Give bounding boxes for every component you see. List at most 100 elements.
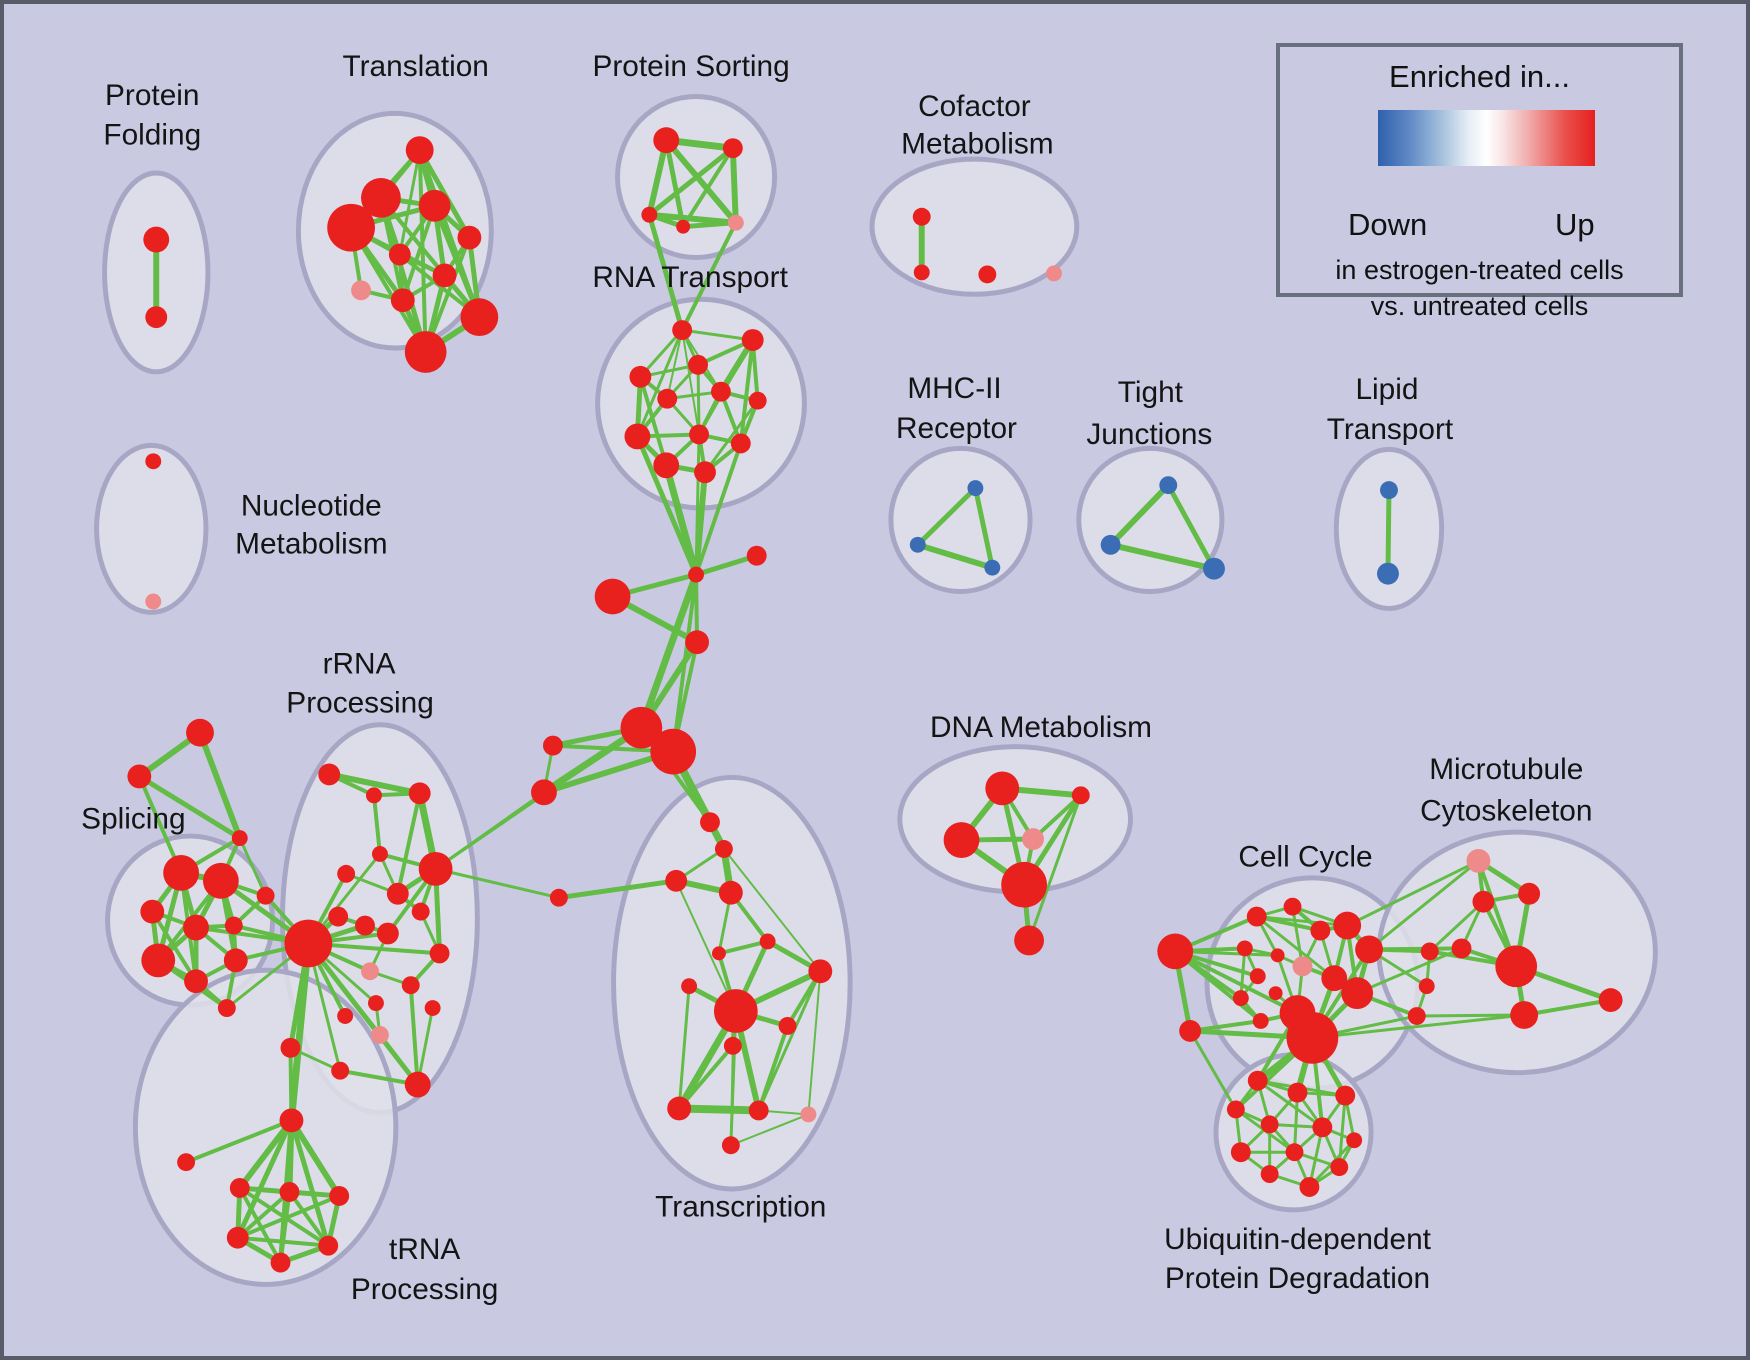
network-node-w3 bbox=[279, 1182, 300, 1202]
network-node-qm bbox=[361, 962, 379, 981]
network-node-m1 bbox=[1472, 890, 1495, 913]
network-node-u0 bbox=[1247, 1070, 1268, 1091]
network-node-qt bbox=[331, 1061, 350, 1080]
network-node-y0 bbox=[1157, 933, 1194, 970]
network-edge bbox=[1027, 793, 1083, 942]
network-node-d5 bbox=[1014, 925, 1044, 956]
cluster-label: Metabolism bbox=[235, 527, 387, 560]
cluster-label: Lipid bbox=[1355, 373, 1418, 406]
network-node-t0 bbox=[405, 136, 434, 165]
network-edge bbox=[237, 1186, 283, 1265]
network-node-u2 bbox=[1335, 1085, 1356, 1106]
network-node-qi bbox=[328, 906, 349, 927]
network-node-y12 bbox=[1232, 990, 1249, 1007]
network-node-y3 bbox=[1310, 920, 1331, 941]
network-edge bbox=[238, 836, 268, 898]
network-canvas: Protein Folding Translation Protein Sorting… bbox=[81, 50, 1658, 1306]
network-edge bbox=[278, 1189, 292, 1265]
network-edge bbox=[1255, 915, 1349, 928]
network-node-t3 bbox=[327, 203, 375, 252]
network-node-t8 bbox=[390, 288, 415, 313]
network-node-ch1 bbox=[531, 779, 557, 806]
network-edge bbox=[400, 203, 437, 303]
network-node-qs bbox=[280, 1037, 301, 1058]
network-edge bbox=[693, 553, 760, 578]
network-edge bbox=[1107, 541, 1217, 572]
network-node-u3 bbox=[1226, 1100, 1245, 1119]
network-node-y6 bbox=[1236, 940, 1253, 957]
network-edge bbox=[432, 203, 482, 320]
network-edge bbox=[638, 374, 669, 468]
network-edge bbox=[1345, 859, 1480, 928]
network-node-q0 bbox=[284, 919, 333, 968]
legend-down-label: Down bbox=[1348, 207, 1428, 242]
network-edge bbox=[1165, 482, 1217, 572]
network-edge bbox=[915, 485, 978, 548]
network-node-nm1 bbox=[145, 593, 162, 610]
network-node-m2 bbox=[1451, 938, 1472, 959]
network-node-u4 bbox=[1260, 1115, 1279, 1134]
network-node-p4 bbox=[727, 214, 744, 231]
network-node-sp6 bbox=[184, 969, 208, 994]
cluster-label: Translation bbox=[343, 50, 489, 83]
network-node-x4 bbox=[713, 989, 758, 1033]
network-node-cn3 bbox=[685, 630, 709, 655]
cluster-label: rRNA bbox=[323, 648, 396, 681]
network-node-y8 bbox=[1292, 956, 1313, 977]
network-node-w6 bbox=[318, 1235, 339, 1256]
network-edge bbox=[663, 137, 686, 230]
network-node-qb bbox=[366, 787, 382, 804]
network-node-r2 bbox=[688, 354, 708, 375]
network-node-sp2 bbox=[140, 899, 165, 924]
network-node-y18 bbox=[1420, 942, 1439, 961]
cluster-label: Protein Degradation bbox=[1165, 1262, 1430, 1295]
network-node-d2 bbox=[943, 822, 980, 858]
network-edge bbox=[338, 1068, 420, 1087]
network-edge bbox=[1188, 1029, 1238, 1111]
network-edge bbox=[1307, 1125, 1324, 1189]
network-edge bbox=[305, 940, 421, 1088]
network-edge bbox=[694, 432, 701, 577]
network-edge bbox=[680, 220, 738, 333]
network-node-t5 bbox=[388, 243, 411, 266]
network-edge bbox=[677, 1043, 735, 1111]
cluster-label: tRNA bbox=[389, 1233, 460, 1266]
network-node-t9 bbox=[460, 298, 499, 337]
network-edge bbox=[371, 793, 382, 856]
network-node-x0 bbox=[711, 946, 726, 961]
network-node-qu bbox=[404, 1071, 431, 1098]
network-node-r8 bbox=[689, 424, 709, 445]
network-node-u6 bbox=[1346, 1132, 1363, 1149]
network-edge bbox=[696, 363, 701, 436]
network-node-sp1 bbox=[202, 862, 239, 899]
network-node-tj2 bbox=[1203, 557, 1225, 580]
network-edge bbox=[1367, 859, 1480, 951]
network-node-r11 bbox=[694, 461, 716, 484]
network-edge bbox=[1256, 1079, 1324, 1129]
network-edge bbox=[434, 790, 546, 871]
cluster-label: Folding bbox=[103, 119, 201, 152]
network-edge bbox=[287, 1189, 331, 1248]
network-node-x2 bbox=[808, 959, 833, 984]
network-node-w5 bbox=[226, 1226, 249, 1249]
network-node-r7 bbox=[624, 423, 651, 450]
network-edge bbox=[235, 1235, 331, 1248]
network-edge bbox=[675, 879, 737, 1013]
network-edge bbox=[395, 791, 422, 896]
network-node-t10 bbox=[404, 331, 447, 373]
network-edge bbox=[1367, 946, 1464, 952]
network-node-t7 bbox=[351, 280, 371, 301]
network-node-qq bbox=[424, 1000, 441, 1017]
network-node-sp5 bbox=[141, 943, 176, 978]
network-node-qo bbox=[368, 995, 384, 1012]
network-edge bbox=[807, 970, 822, 1116]
network-edge bbox=[666, 329, 684, 400]
network-node-y5 bbox=[1355, 935, 1383, 964]
cluster-label: Ubiquitin-dependent bbox=[1164, 1223, 1432, 1256]
network-edge bbox=[1239, 946, 1247, 1000]
network-node-t4 bbox=[457, 225, 482, 250]
network-edge bbox=[1173, 949, 1300, 1016]
network-node-x3 bbox=[681, 978, 698, 995]
network-node-u1 bbox=[1287, 1082, 1308, 1103]
